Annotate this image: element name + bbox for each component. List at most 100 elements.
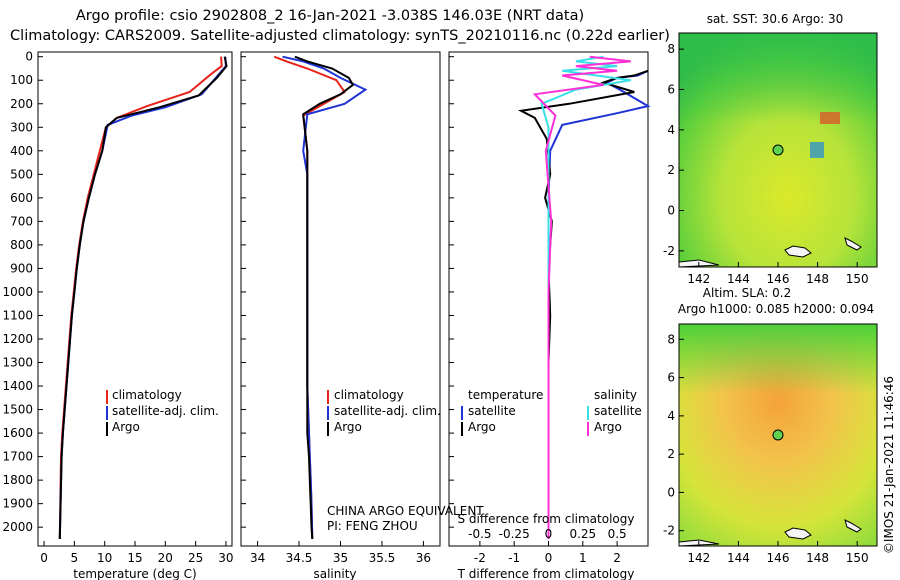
sst-argo-location (772, 144, 784, 156)
xtick-label: 36 (416, 551, 431, 565)
ytick-label: 900 (10, 261, 33, 275)
title-line2: Climatology: CARS2009. Satellite-adjuste… (10, 28, 670, 44)
series-line-argo (294, 55, 355, 539)
temperature-axes (37, 51, 233, 547)
legend3-temperature: temperature (468, 388, 543, 402)
xtick-label: 34.5 (286, 551, 313, 565)
ytick-label: 1900 (2, 497, 33, 511)
map-ytick-label: 6 (667, 82, 675, 96)
series-line-argo (58, 56, 228, 539)
map-xtick-label: 150 (846, 551, 869, 565)
annotation-china-argo: CHINA ARGO EQUIVALENT (327, 504, 484, 518)
island-small (844, 237, 862, 251)
island2-small (844, 519, 862, 533)
xtick-label: 20 (158, 551, 173, 565)
secondary-xtick-label: 0.5 (608, 527, 627, 541)
secondary-xtick-label: -0.5 (468, 527, 491, 541)
map-ytick-label: -2 (663, 244, 675, 258)
xtick-label: 0 (545, 551, 553, 565)
map-xtick-label: 150 (846, 272, 869, 286)
ytick-label: 1600 (2, 426, 33, 440)
legend-satellite-adj: satellite-adj. clim. (112, 404, 219, 418)
temperature-xlabel: temperature (deg C) (73, 567, 196, 580)
map-ytick-label: 0 (667, 485, 675, 499)
ytick-label: 600 (10, 191, 33, 205)
ytick-label: 1000 (2, 285, 33, 299)
series-line-s-satellite (540, 55, 631, 539)
xtick-label: 5 (71, 551, 79, 565)
series-line-climatology (58, 56, 223, 539)
ytick-label: 800 (10, 238, 33, 252)
island-new-ireland (784, 245, 812, 258)
ytick-label: 2000 (2, 520, 33, 534)
difference-legend: temperature satellite Argo salinity sate… (461, 388, 642, 436)
ytick-label: 1700 (2, 450, 33, 464)
ytick-label: 700 (10, 214, 33, 228)
series-line-satellite-adj-clim- (58, 56, 227, 539)
series-line-s-argo (532, 55, 631, 539)
legend3-s-argo: Argo (594, 420, 622, 434)
xtick-label: 10 (97, 551, 112, 565)
ytick-label: 400 (10, 144, 33, 158)
sla-map-title2: Argo h1000: 0.085 h2000: 0.094 (678, 302, 874, 316)
sla-map-title1: Altim. SLA: 0.2 (703, 286, 791, 300)
legend3-t-argo: Argo (468, 420, 496, 434)
map-xtick-label: 144 (727, 551, 750, 565)
map-xtick-label: 142 (687, 551, 710, 565)
series-line-satellite-adj-clim- (282, 55, 368, 539)
map-ytick-label: 0 (667, 204, 675, 218)
legend2-satellite-adj: satellite-adj. clim. (334, 404, 441, 418)
ytick-label: 1400 (2, 379, 33, 393)
salinity-panel: 34 34.5 35 35.5 36 salinity climatology sate… (240, 51, 484, 580)
s-difference-label: S difference from climatology (458, 512, 635, 526)
legend2-argo: Argo (334, 420, 362, 434)
ytick-label: 1500 (2, 403, 33, 417)
map-xtick-label: 144 (727, 272, 750, 286)
ytick-label: 1300 (2, 356, 33, 370)
salinity-axes (240, 51, 441, 547)
salinity-legend: climatology satellite-adj. clim. Argo (327, 388, 441, 436)
ytick-label: 0 (25, 50, 33, 64)
difference-xlabel: T difference from climatology (457, 567, 635, 580)
map-ytick-label: -2 (663, 524, 675, 538)
series-line-t-argo (517, 69, 649, 539)
map-xtick-label: 146 (767, 551, 790, 565)
xtick-label: -2 (474, 551, 486, 565)
legend-argo: Argo (112, 420, 140, 434)
sla-map: Altim. SLA: 0.2 Argo h1000: 0.085 h2000:… (663, 286, 878, 565)
secondary-xtick-label: 0 (545, 527, 553, 541)
legend3-salinity: salinity (594, 388, 637, 402)
xtick-label: 34 (250, 551, 265, 565)
xtick-label: 0 (40, 551, 48, 565)
secondary-xtick-label: -0.25 (499, 527, 530, 541)
sst-map: sat. SST: 30.6 Argo: 30 142 144 146 148 150 8… (663, 12, 878, 286)
sst-map-title: sat. SST: 30.6 Argo: 30 (707, 12, 844, 26)
sst-warm-north (679, 33, 877, 123)
sst-cool-patch (810, 142, 824, 158)
map-ytick-label: 6 (667, 371, 675, 385)
difference-panel: -2 -1 0 1 2 -0.5 -0.25 0 0.25 0.5 T difference f… (448, 51, 651, 580)
xtick-label: 25 (188, 551, 203, 565)
temperature-legend: climatology satellite-adj. clim. Argo (106, 388, 219, 436)
temperature-panel: 0100200300400500600700800900100011001200… (2, 50, 454, 580)
xtick-label: 2 (613, 551, 621, 565)
ytick-label: 100 (10, 73, 33, 87)
ytick-label: 200 (10, 97, 33, 111)
map-ytick-label: 2 (667, 163, 675, 177)
sst-warm-patch (820, 112, 840, 124)
map-ytick-label: 4 (667, 123, 675, 137)
salinity-xlabel: salinity (313, 567, 356, 580)
xtick-label: 35.5 (369, 551, 396, 565)
ytick-label: 1100 (2, 308, 33, 322)
xtick-label: 35 (333, 551, 348, 565)
legend-climatology: climatology (112, 388, 182, 402)
xtick-label: -1 (508, 551, 520, 565)
ytick-label: 500 (10, 167, 33, 181)
map-ytick-label: 4 (667, 409, 675, 423)
secondary-xtick-label: 0.25 (569, 527, 596, 541)
map-xtick-label: 148 (806, 272, 829, 286)
map-ytick-label: 2 (667, 447, 675, 461)
sla-argo-location (772, 429, 784, 441)
island2-new-ireland (784, 527, 812, 540)
